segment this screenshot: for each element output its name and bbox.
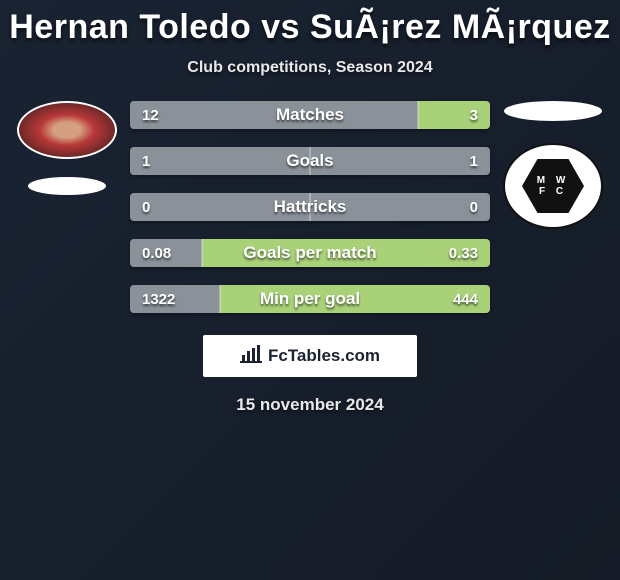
stat-label: Matches [276, 105, 344, 125]
player-right-col [498, 101, 608, 229]
stat-val-left: 1322 [142, 291, 175, 308]
chart-icon [240, 345, 262, 368]
stat-val-right: 3 [470, 107, 478, 124]
stat-val-right: 0.33 [449, 245, 478, 262]
club-right-badge [503, 143, 603, 229]
stat-val-left: 1 [142, 153, 150, 170]
stat-val-right: 1 [470, 153, 478, 170]
stat-bar-right [418, 101, 490, 129]
stat-label: Hattricks [274, 197, 347, 217]
stat-bar-right [310, 147, 490, 175]
stat-bar-left [130, 101, 418, 129]
stat-row-goals: 1 Goals 1 [130, 147, 490, 175]
stat-row-mpg: 1322 Min per goal 444 [130, 285, 490, 313]
club-left-badge [28, 177, 106, 195]
footer-logo[interactable]: FcTables.com [203, 335, 417, 377]
stat-bar-left [130, 147, 310, 175]
header: Hernan Toledo vs SuÃ¡rez MÃ¡rquez Club c… [0, 0, 620, 77]
stat-row-matches: 12 Matches 3 [130, 101, 490, 129]
stat-val-left: 12 [142, 107, 159, 124]
stat-val-right: 444 [453, 291, 478, 308]
stat-val-left: 0 [142, 199, 150, 216]
stat-row-hattricks: 0 Hattricks 0 [130, 193, 490, 221]
logo-text: FcTables.com [268, 346, 380, 366]
stat-label: Goals [286, 151, 333, 171]
stat-label: Goals per match [243, 243, 376, 263]
stat-val-right: 0 [470, 199, 478, 216]
stat-label: Min per goal [260, 289, 360, 309]
stats-list: 12 Matches 3 1 Goals 1 0 Hattricks 0 0.0… [130, 101, 490, 313]
stat-val-left: 0.08 [142, 245, 171, 262]
footer-date: 15 november 2024 [0, 395, 620, 415]
subtitle: Club competitions, Season 2024 [0, 59, 620, 77]
player-left-col [12, 101, 122, 195]
page-title: Hernan Toledo vs SuÃ¡rez MÃ¡rquez [0, 8, 620, 47]
player-right-avatar [504, 101, 602, 121]
content-row: 12 Matches 3 1 Goals 1 0 Hattricks 0 0.0… [0, 101, 620, 313]
stat-row-gpm: 0.08 Goals per match 0.33 [130, 239, 490, 267]
player-left-avatar [17, 101, 117, 159]
